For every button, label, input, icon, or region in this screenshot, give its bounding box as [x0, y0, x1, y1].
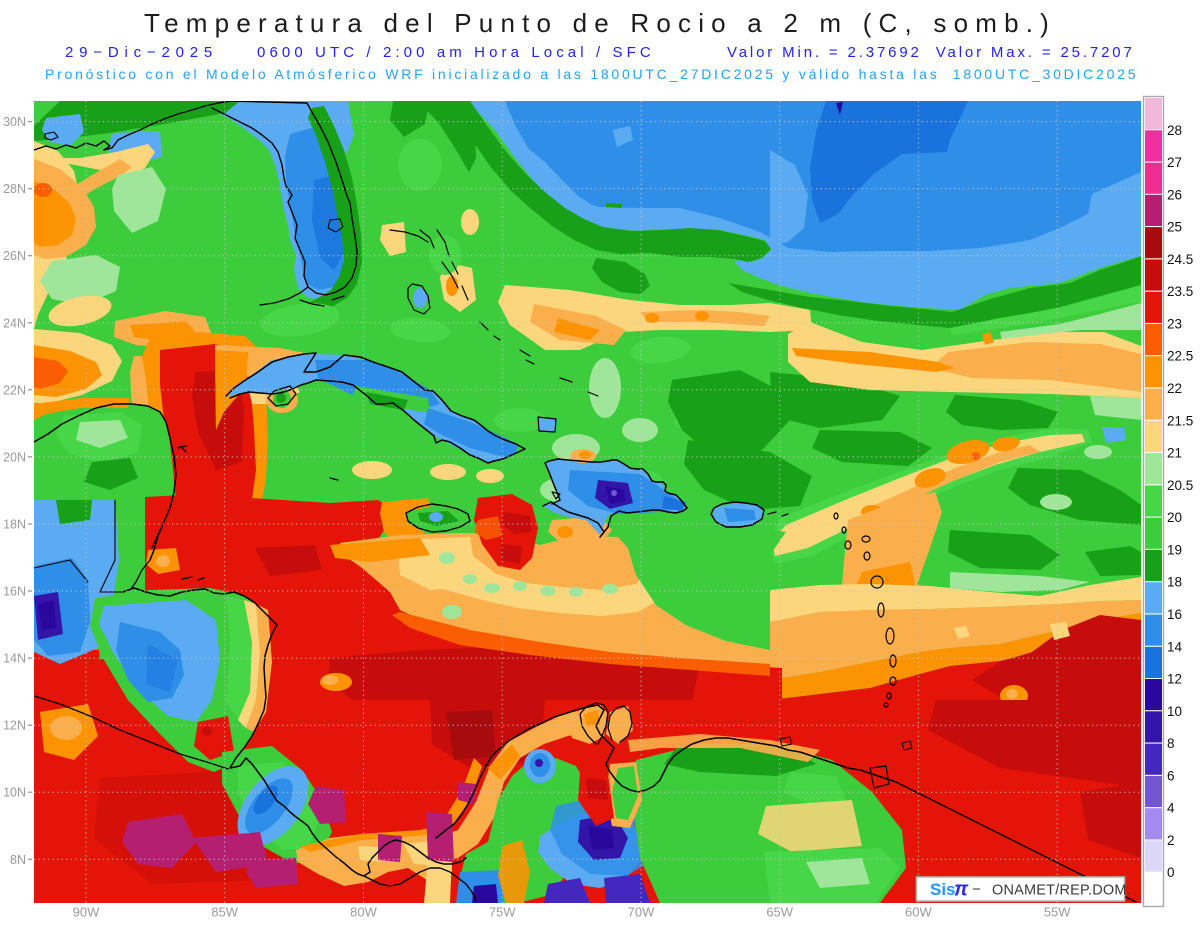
svg-text:20N: 20N — [3, 450, 26, 464]
svg-text:ONAMET/REP.DOM.: ONAMET/REP.DOM. — [992, 883, 1131, 899]
svg-text:20.5: 20.5 — [1167, 478, 1193, 493]
svg-text:6: 6 — [1167, 768, 1175, 783]
svg-text:25: 25 — [1167, 220, 1182, 235]
svg-text:−: − — [972, 881, 981, 898]
svg-text:10: 10 — [1167, 704, 1182, 719]
svg-text:8N: 8N — [10, 853, 26, 867]
svg-text:2: 2 — [1167, 833, 1175, 848]
svg-text:23.5: 23.5 — [1167, 284, 1193, 299]
svg-text:20: 20 — [1167, 510, 1182, 525]
svg-text:12: 12 — [1167, 672, 1182, 687]
svg-text:65W: 65W — [766, 905, 793, 920]
svg-text:21.5: 21.5 — [1167, 413, 1193, 428]
svg-text:60W: 60W — [905, 905, 932, 920]
svg-text:70W: 70W — [628, 905, 655, 920]
svg-text:Sis: Sis — [930, 880, 956, 899]
svg-text:85W: 85W — [211, 905, 238, 920]
svg-text:26: 26 — [1167, 187, 1182, 202]
svg-text:80W: 80W — [350, 905, 377, 920]
svg-text:14: 14 — [1167, 639, 1183, 654]
svg-text:28N: 28N — [3, 182, 26, 196]
svg-text:55W: 55W — [1044, 905, 1071, 920]
svg-text:24.5: 24.5 — [1167, 252, 1193, 267]
svg-text:8: 8 — [1167, 736, 1175, 751]
svg-text:22N: 22N — [3, 383, 26, 397]
svg-text:27: 27 — [1167, 155, 1182, 170]
svg-text:23: 23 — [1167, 317, 1182, 332]
svg-text:0: 0 — [1167, 865, 1175, 880]
svg-text:16N: 16N — [3, 585, 26, 599]
svg-text:24N: 24N — [3, 316, 26, 330]
svg-text:4: 4 — [1167, 801, 1175, 816]
svg-text:22.5: 22.5 — [1167, 349, 1193, 364]
svg-text:26N: 26N — [3, 249, 26, 263]
svg-text:12N: 12N — [3, 719, 26, 733]
svg-text:30N: 30N — [3, 115, 26, 129]
svg-text:10N: 10N — [3, 786, 26, 800]
svg-text:18: 18 — [1167, 575, 1182, 590]
svg-text:75W: 75W — [489, 905, 516, 920]
svg-text:28: 28 — [1167, 123, 1182, 138]
svg-text:14N: 14N — [3, 652, 26, 666]
svg-text:π: π — [954, 879, 969, 901]
svg-text:21: 21 — [1167, 446, 1182, 461]
svg-text:90W: 90W — [73, 905, 100, 920]
svg-text:18N: 18N — [3, 518, 26, 532]
svg-text:19: 19 — [1167, 542, 1182, 557]
svg-text:22: 22 — [1167, 381, 1182, 396]
svg-text:16: 16 — [1167, 607, 1182, 622]
